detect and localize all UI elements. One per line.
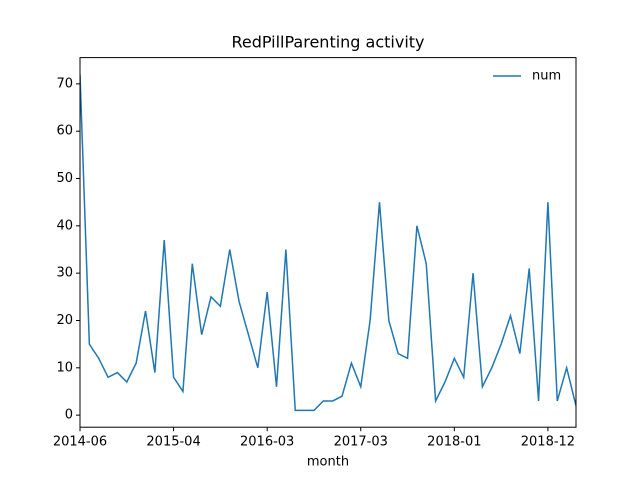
y-tick-label: 70 bbox=[56, 76, 73, 91]
x-tick-label: 2018-12 bbox=[521, 435, 575, 450]
x-tick-label: 2016-03 bbox=[240, 435, 294, 450]
y-tick-label: 0 bbox=[65, 408, 73, 423]
data-line bbox=[80, 74, 576, 412]
y-tick-label: 60 bbox=[56, 124, 73, 139]
x-tick-label: 2018-01 bbox=[427, 435, 481, 450]
legend-label: num bbox=[532, 69, 561, 84]
chart-title: RedPillParenting activity bbox=[231, 33, 424, 52]
y-tick-label: 10 bbox=[56, 360, 73, 375]
y-tick-label: 20 bbox=[56, 313, 73, 328]
y-tick-label: 50 bbox=[56, 171, 73, 186]
y-tick-label: 30 bbox=[56, 266, 73, 281]
y-tick-label: 40 bbox=[56, 218, 73, 233]
x-tick-label: 2014-06 bbox=[53, 435, 107, 450]
x-axis-label: month bbox=[307, 455, 349, 470]
plot-frame bbox=[79, 57, 577, 428]
x-tick-label: 2015-04 bbox=[146, 435, 200, 450]
x-tick-label: 2017-03 bbox=[334, 435, 388, 450]
